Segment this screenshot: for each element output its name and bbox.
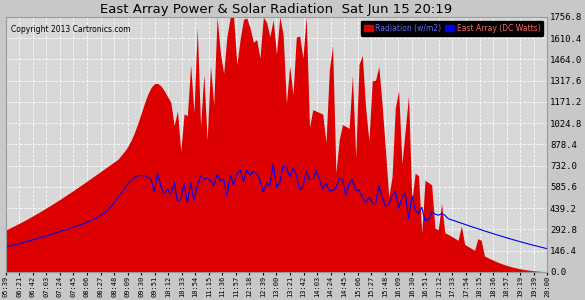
Text: Copyright 2013 Cartronics.com: Copyright 2013 Cartronics.com bbox=[11, 25, 130, 34]
Title: East Array Power & Solar Radiation  Sat Jun 15 20:19: East Array Power & Solar Radiation Sat J… bbox=[101, 3, 453, 16]
Legend: Radiation (w/m2), East Array (DC Watts): Radiation (w/m2), East Array (DC Watts) bbox=[361, 21, 543, 36]
